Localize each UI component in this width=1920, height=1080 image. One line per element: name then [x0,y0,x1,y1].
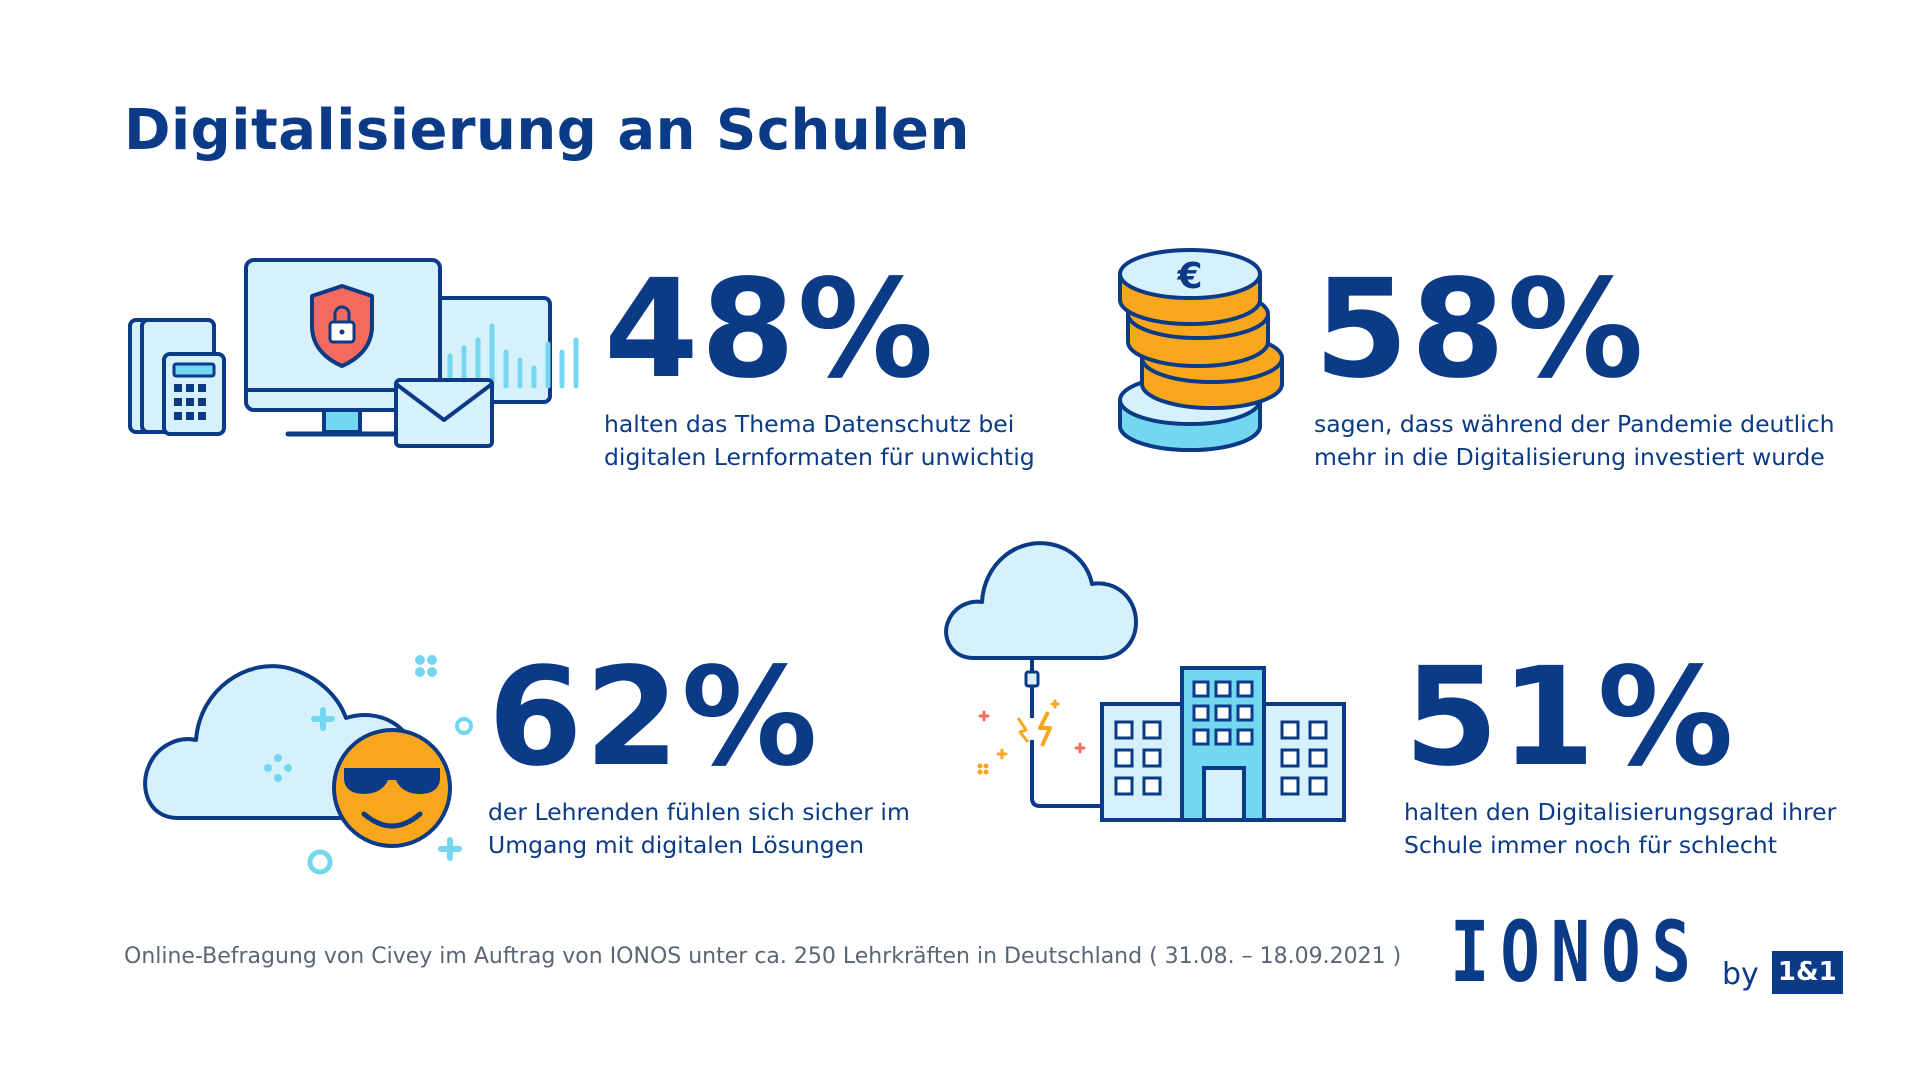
stat-school-rating: 51% halten den Digitalisierungsgrad ihre… [1404,650,1884,862]
logo-by: by [1721,957,1759,992]
logo-brand: IONOS [1450,903,1702,1001]
devices-security-icon [128,258,579,448]
stat-confidence: 62% der Lehrenden fühlen sich sicher im … [488,650,1048,862]
source-note: Online-Befragung von Civey im Auftrag vo… [124,944,1402,969]
svg-text:€: € [1176,256,1202,297]
page-title: Digitalisierung an Schulen [124,98,970,163]
euro-coins-icon: € [1118,248,1284,452]
stat-description: der Lehrenden fühlen sich sicher im Umga… [488,798,910,859]
stat-description: sagen, dass während der Pandemie deutlic… [1314,410,1835,471]
stat-pandemic-investment: 58% sagen, dass während der Pandemie deu… [1314,262,1894,474]
stat-value: 48% [604,251,936,409]
stat-value: 58% [1314,251,1646,409]
cloud-school-building-icon [944,541,1346,822]
stat-value: 62% [488,639,820,797]
stat-description: halten das Thema Datenschutz bei digital… [604,410,1035,471]
stat-description: halten den Digitalisierungsgrad ihrer Sc… [1404,798,1837,859]
stat-data-protection: 48% halten das Thema Datenschutz bei dig… [604,262,1164,474]
ionos-logo: IONOS by 1&1 [1450,910,1843,994]
cloud-sunglasses-smiley-icon [143,655,473,875]
stat-value: 51% [1404,639,1736,797]
logo-badge: 1&1 [1771,950,1843,994]
